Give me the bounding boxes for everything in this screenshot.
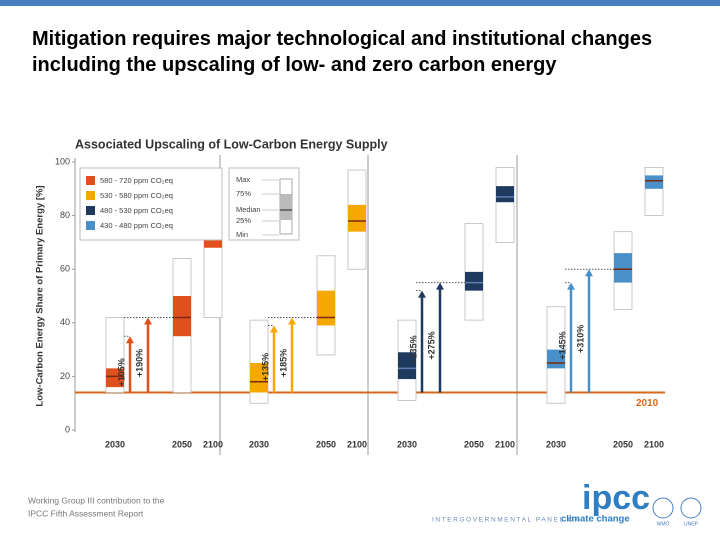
arrow-head xyxy=(436,282,444,290)
x-tick-label: 2050 xyxy=(613,439,633,449)
plot: 0 20 40 60 80 100 2010 2030 2050 2100 +105% +190% 20… xyxy=(55,155,665,455)
y-tick-label: 100 xyxy=(55,156,70,166)
box xyxy=(614,253,632,283)
arrow-head xyxy=(567,282,575,290)
tagline-highlight: climate change xyxy=(561,514,630,525)
increase-label: +135% xyxy=(408,335,418,363)
legend-swatch xyxy=(86,191,95,200)
ipcc-logo: ipcc xyxy=(582,479,650,517)
y-tick-label: 20 xyxy=(60,371,70,381)
tagline: INTERGOVERNMENTAL PANEL ON xyxy=(432,517,581,524)
y-tick-label: 60 xyxy=(60,264,70,274)
baseline-label: 2010 xyxy=(636,398,659,409)
increase-label: +275% xyxy=(426,331,436,359)
slide-title: Mitigation requires major technological … xyxy=(32,28,653,76)
partner-emblem xyxy=(652,497,674,519)
arrow-head xyxy=(288,317,296,325)
x-tick-label: 2100 xyxy=(644,439,664,449)
partner: WMO xyxy=(657,521,670,527)
increase-label: +185% xyxy=(278,349,288,377)
whisker-range xyxy=(495,166,515,243)
x-tick-label: 2030 xyxy=(397,439,417,449)
legend-label: 480 - 530 ppm CO₂eq xyxy=(100,206,173,215)
partner-emblem xyxy=(680,497,702,519)
increase-label: +145% xyxy=(557,331,567,359)
footer-line: Working Group III contribution to the xyxy=(28,495,165,505)
legend-label: 430 - 480 ppm CO₂eq xyxy=(100,221,173,230)
y-tick-label: 0 xyxy=(65,424,70,434)
box-legend-label: Median xyxy=(236,205,261,214)
x-tick-label: 2050 xyxy=(464,439,484,449)
x-tick-label: 2100 xyxy=(203,439,223,449)
box-legend-label: 25% xyxy=(236,216,251,225)
box xyxy=(465,271,483,291)
box-legend-label: Min xyxy=(236,230,248,239)
box xyxy=(317,290,335,326)
arrow-head xyxy=(126,336,134,344)
increase-label: +310% xyxy=(575,325,585,353)
legend-swatch xyxy=(86,206,95,215)
y-tick-label: 40 xyxy=(60,317,70,327)
box xyxy=(398,352,416,380)
box-legend-box xyxy=(280,194,292,220)
legend-swatch xyxy=(86,176,95,185)
footer-line: IPCC Fifth Assessment Report xyxy=(28,508,144,518)
x-tick-label: 2100 xyxy=(347,439,367,449)
y-tick-label: 80 xyxy=(60,210,70,220)
increase-label: +190% xyxy=(134,349,144,377)
x-tick-label: 2030 xyxy=(546,439,566,449)
box-legend-label: 75% xyxy=(236,189,251,198)
box xyxy=(496,186,514,203)
x-tick-label: 2050 xyxy=(172,439,192,449)
box-legend-label: Max xyxy=(236,175,250,184)
box xyxy=(173,296,191,337)
x-tick-label: 2030 xyxy=(105,439,125,449)
partner: UNEP xyxy=(684,521,699,527)
chart-title: Associated Upscaling of Low-Carbon Energ… xyxy=(75,137,388,151)
x-tick-label: 2100 xyxy=(495,439,515,449)
arrow-head xyxy=(270,325,278,333)
box xyxy=(645,175,663,189)
increase-label: +135% xyxy=(260,353,270,381)
legend-swatch xyxy=(86,221,95,230)
arrow-head xyxy=(585,269,593,277)
box xyxy=(348,204,366,232)
box xyxy=(106,368,124,388)
arrow-head xyxy=(144,317,152,325)
legend-label: 580 - 720 ppm CO₂eq xyxy=(100,176,173,185)
box xyxy=(250,363,268,393)
x-tick-label: 2050 xyxy=(316,439,336,449)
arrow-head xyxy=(418,290,426,298)
y-axis-label: Low-Carbon Energy Share of Primary Energ… xyxy=(35,185,46,406)
legend-box xyxy=(79,167,223,241)
legend-label: 530 - 580 ppm CO₂eq xyxy=(100,191,173,200)
x-tick-label: 2030 xyxy=(249,439,269,449)
increase-label: +105% xyxy=(116,358,126,386)
top-bar xyxy=(0,0,720,6)
whisker-range xyxy=(644,166,664,217)
